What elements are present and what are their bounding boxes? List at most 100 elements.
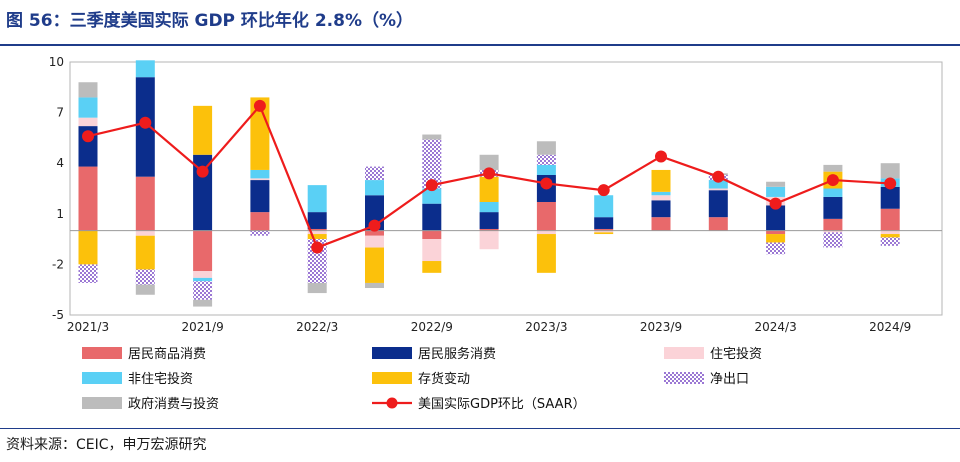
x-tick-label: 2023/9 xyxy=(640,320,682,334)
gdp-point xyxy=(139,116,152,129)
bar-segment xyxy=(594,230,614,233)
bar-segment xyxy=(766,242,786,255)
bar-segment xyxy=(766,181,786,187)
bar-segment xyxy=(78,97,98,118)
gdp-point xyxy=(597,184,610,197)
bar-segment xyxy=(651,200,671,218)
plot-border xyxy=(69,61,943,316)
bar-segment xyxy=(422,188,442,204)
bar-segment xyxy=(479,212,499,229)
bar-segment xyxy=(708,180,728,189)
bar-segment xyxy=(193,299,213,307)
bar-segment xyxy=(708,217,728,231)
bar-segment xyxy=(193,230,213,272)
bar-segment xyxy=(78,117,98,127)
bar-segment xyxy=(823,230,843,233)
legend-swatch xyxy=(82,397,122,409)
bar-segment xyxy=(766,186,786,197)
x-tick-label: 2024/9 xyxy=(869,320,911,334)
bar-segment xyxy=(78,166,98,231)
bar-segment xyxy=(135,176,155,231)
bar-segment xyxy=(708,188,728,191)
bar-segment xyxy=(479,201,499,213)
x-tick-label: 2022/3 xyxy=(296,320,338,334)
bar-segment xyxy=(250,169,270,179)
bar-segment xyxy=(135,60,155,78)
bar-segment xyxy=(422,239,442,262)
bar-segment xyxy=(307,230,327,235)
bar-segment xyxy=(823,218,843,231)
legend-swatch xyxy=(664,372,704,384)
bar-segment xyxy=(536,164,556,176)
legend-label: 非住宅投资 xyxy=(128,371,193,387)
gdp-point xyxy=(483,167,496,180)
chart-title: 图 56：三季度美国实际 GDP 环比年化 2.8%（%） xyxy=(6,11,414,31)
bar-segment xyxy=(193,105,213,155)
bar-segment xyxy=(536,141,556,155)
bar-segment xyxy=(307,185,327,213)
bar-segment xyxy=(307,282,327,294)
bar-segment xyxy=(365,166,384,181)
bar-segment xyxy=(880,230,900,235)
bar-segment xyxy=(365,235,384,248)
gdp-point xyxy=(82,130,94,143)
x-tick-label: 2022/9 xyxy=(411,320,453,334)
gdp-point xyxy=(655,150,667,163)
legend-swatch xyxy=(372,372,412,384)
gdp-point xyxy=(540,177,553,190)
y-tick-label: 1 xyxy=(56,207,64,221)
y-axis: 10 7 4 1 -2 -5 xyxy=(49,55,64,322)
bar-segment xyxy=(135,269,155,285)
bar-segment xyxy=(651,169,671,192)
bar-segment xyxy=(422,261,442,273)
legend-label: 净出口 xyxy=(710,372,749,387)
bar-segment xyxy=(880,163,900,179)
legend-swatch xyxy=(82,347,122,359)
gdp-point xyxy=(368,219,381,232)
x-tick-label: 2021/3 xyxy=(67,320,109,334)
bar-segment xyxy=(135,284,155,295)
x-tick-label: 2021/9 xyxy=(181,320,223,334)
gdp-point xyxy=(712,170,725,183)
bar-segment xyxy=(307,212,327,229)
bar-segment xyxy=(536,230,556,235)
bar-segment xyxy=(365,230,384,236)
footer-rule xyxy=(0,428,960,429)
legend-swatch xyxy=(372,347,412,359)
bar-segment xyxy=(708,190,728,218)
gdp-point xyxy=(884,177,897,190)
y-tick-label: 4 xyxy=(56,156,64,170)
legend-label: 政府消费与投资 xyxy=(128,396,219,412)
gdp-point xyxy=(425,179,438,192)
bar-segment xyxy=(78,82,98,98)
legend-label: 居民商品消费 xyxy=(128,347,206,362)
bar-segment xyxy=(78,264,98,283)
bar-segment xyxy=(880,234,900,238)
bar-segment xyxy=(880,186,900,209)
source-note: 资料来源：CEIC，申万宏源研究 xyxy=(6,437,207,453)
gdp-point xyxy=(253,99,266,112)
bar-segment xyxy=(135,230,155,236)
bar-segment xyxy=(651,195,671,201)
bar-segment xyxy=(422,203,442,231)
bar-segment xyxy=(78,230,98,265)
bar-segment xyxy=(823,188,843,197)
bar-segment xyxy=(823,232,843,248)
bar-segment xyxy=(479,230,499,250)
bar-segment xyxy=(651,217,671,231)
legend-marker xyxy=(386,397,398,409)
bar-segment xyxy=(594,228,614,231)
plot-frame xyxy=(69,61,943,316)
bar-segment xyxy=(594,232,614,235)
bar-segment xyxy=(479,228,499,231)
bar-segment xyxy=(766,230,786,235)
bar-segment xyxy=(365,282,384,289)
gdp-point xyxy=(311,241,324,254)
bar-segment xyxy=(651,191,671,196)
bar-segment xyxy=(365,180,384,196)
y-tick-label: 7 xyxy=(56,106,64,120)
legend-label: 居民服务消费 xyxy=(418,346,496,362)
stacked-bars xyxy=(78,60,900,307)
legend-label: 住宅投资 xyxy=(710,346,762,362)
